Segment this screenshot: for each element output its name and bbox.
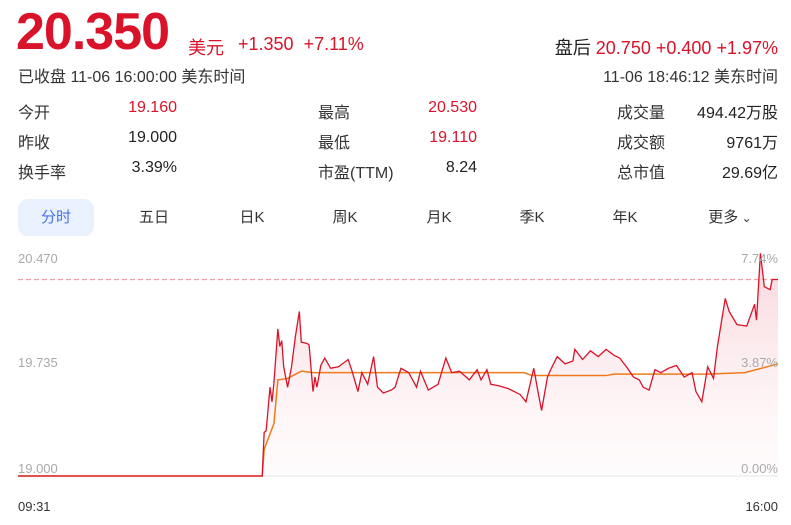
change-amount: +1.350 [238, 34, 294, 54]
tab-4[interactable]: 月K [401, 199, 477, 236]
stat-value: 19.160 [128, 99, 177, 116]
price-change: +1.350 +7.11% [238, 34, 364, 55]
y-left-tick: 19.735 [18, 355, 58, 370]
stat-label: 最低 [318, 135, 351, 152]
stat-value: 19.000 [128, 129, 177, 146]
tab-label: 分时 [40, 209, 71, 226]
market-status: 已收盘 11-06 16:00:00 美东时间 [18, 69, 246, 86]
stat-label: 成交量 [617, 105, 666, 122]
stat-label: 最高 [318, 105, 351, 122]
tab-label: 日K [239, 209, 265, 226]
y-left-tick: 19.000 [18, 461, 58, 476]
price-line [18, 253, 778, 477]
stat-value: 19.110 [429, 129, 477, 146]
tab-label: 月K [426, 209, 452, 226]
stat-value: 29.69亿 [721, 165, 778, 182]
stat-value: 8.24 [445, 159, 477, 176]
y-right-tick: 7.74% [741, 251, 778, 266]
stat-label: 市盈(TTM) [318, 165, 394, 182]
after-hours-percent: +1.97% [716, 38, 778, 58]
tab-5[interactable]: 季K [494, 199, 570, 236]
after-hours-label: 盘后 [554, 38, 591, 58]
after-hours-time: 11-06 18:46:12 美东时间 [603, 69, 778, 86]
tab-2[interactable]: 日K [214, 199, 290, 236]
tab-label: 季K [519, 209, 545, 226]
tab-label: 年K [612, 209, 638, 226]
tab-1[interactable]: 五日 [116, 199, 192, 236]
x-tick: 09:31 [18, 499, 51, 514]
after-hours-quote: 盘后 20.750 +0.400 +1.97% [555, 34, 778, 60]
x-tick: 16:00 [745, 499, 778, 514]
currency-label: 美元 [188, 38, 224, 58]
stat-value: 494.42万股 [697, 105, 778, 122]
stat-value: 20.530 [428, 99, 477, 116]
price-area [18, 253, 778, 476]
average-price-line [18, 363, 779, 477]
stat-label: 今开 [18, 105, 51, 122]
tab-7[interactable]: 更多 ⌄ [692, 199, 768, 236]
tab-label: 更多 [708, 209, 739, 226]
y-right-tick: 0.00% [741, 461, 778, 476]
tab-label: 五日 [138, 209, 169, 226]
chevron-down-icon: ⌄ [738, 211, 752, 225]
tab-label: 周K [332, 209, 358, 226]
stat-label: 成交额 [617, 135, 666, 152]
change-percent: +7.11% [303, 34, 364, 54]
last-price: 20.350 [16, 3, 170, 61]
after-hours-change: +0.400 [655, 38, 712, 58]
stat-value: 3.39% [131, 159, 177, 176]
intraday-chart[interactable]: 20.470 19.735 19.000 7.74% 3.87% 0.00% 09:31 16… [0, 250, 791, 525]
after-hours-price: 20.750 [595, 38, 651, 58]
stat-label: 总市值 [617, 165, 666, 182]
y-left-tick: 20.470 [18, 251, 58, 266]
tab-0[interactable]: 分时 [18, 199, 94, 236]
y-right-tick: 3.87% [741, 355, 778, 370]
tab-6[interactable]: 年K [587, 199, 663, 236]
tab-3[interactable]: 周K [307, 199, 383, 236]
stat-label: 换手率 [18, 165, 67, 182]
stat-label: 昨收 [18, 135, 51, 152]
stat-value: 9761万 [726, 135, 778, 152]
